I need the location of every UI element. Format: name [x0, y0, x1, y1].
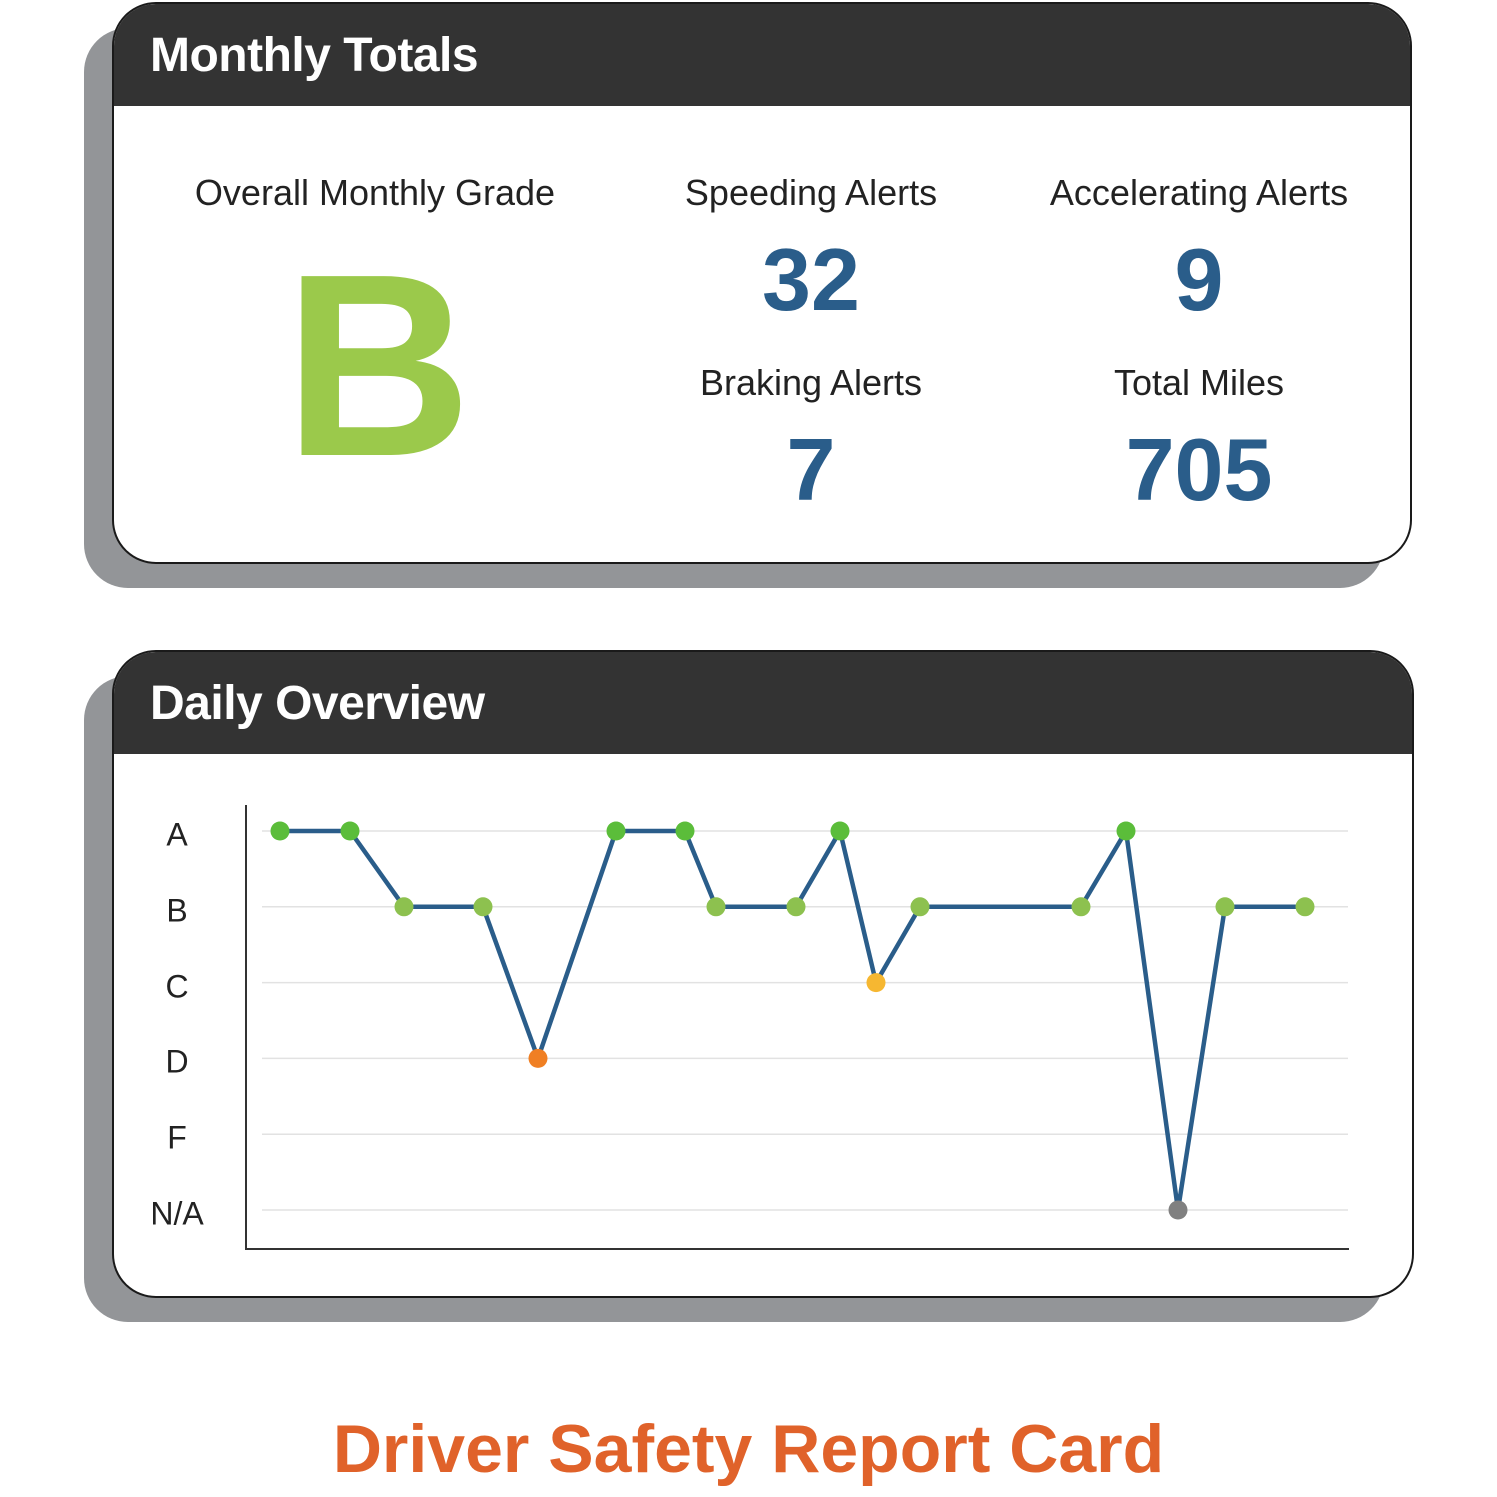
y-axis-label: N/A [150, 1195, 204, 1232]
miles-value: 705 [1125, 420, 1273, 519]
grade-label: Overall Monthly Grade [194, 172, 556, 213]
monthly-title: Monthly Totals [150, 29, 479, 82]
y-axis-label: F [167, 1119, 187, 1156]
monthly-header: Monthly Totals [114, 4, 1410, 106]
braking-value: 7 [786, 420, 836, 519]
miles-label: Total Miles [1113, 362, 1285, 403]
accelerating-value: 9 [1174, 230, 1224, 329]
y-axis-label: C [165, 968, 189, 1005]
speeding-label: Speeding Alerts [684, 172, 938, 213]
accelerating-label: Accelerating Alerts [1049, 172, 1349, 213]
speeding-value: 32 [762, 230, 860, 329]
grade-value: B [284, 221, 472, 511]
daily-header: Daily Overview [114, 652, 1412, 754]
braking-label: Braking Alerts [699, 362, 923, 403]
monthly-totals-card: Monthly Totals Overall Monthly Grade B S… [112, 2, 1412, 564]
daily-overview-card: Daily Overview [112, 650, 1414, 1298]
y-axis-label: A [166, 816, 188, 853]
y-axis-label: B [166, 892, 188, 929]
daily-title: Daily Overview [150, 677, 485, 730]
y-axis-label: D [165, 1043, 189, 1080]
footer-title: Driver Safety Report Card [332, 1411, 1165, 1487]
